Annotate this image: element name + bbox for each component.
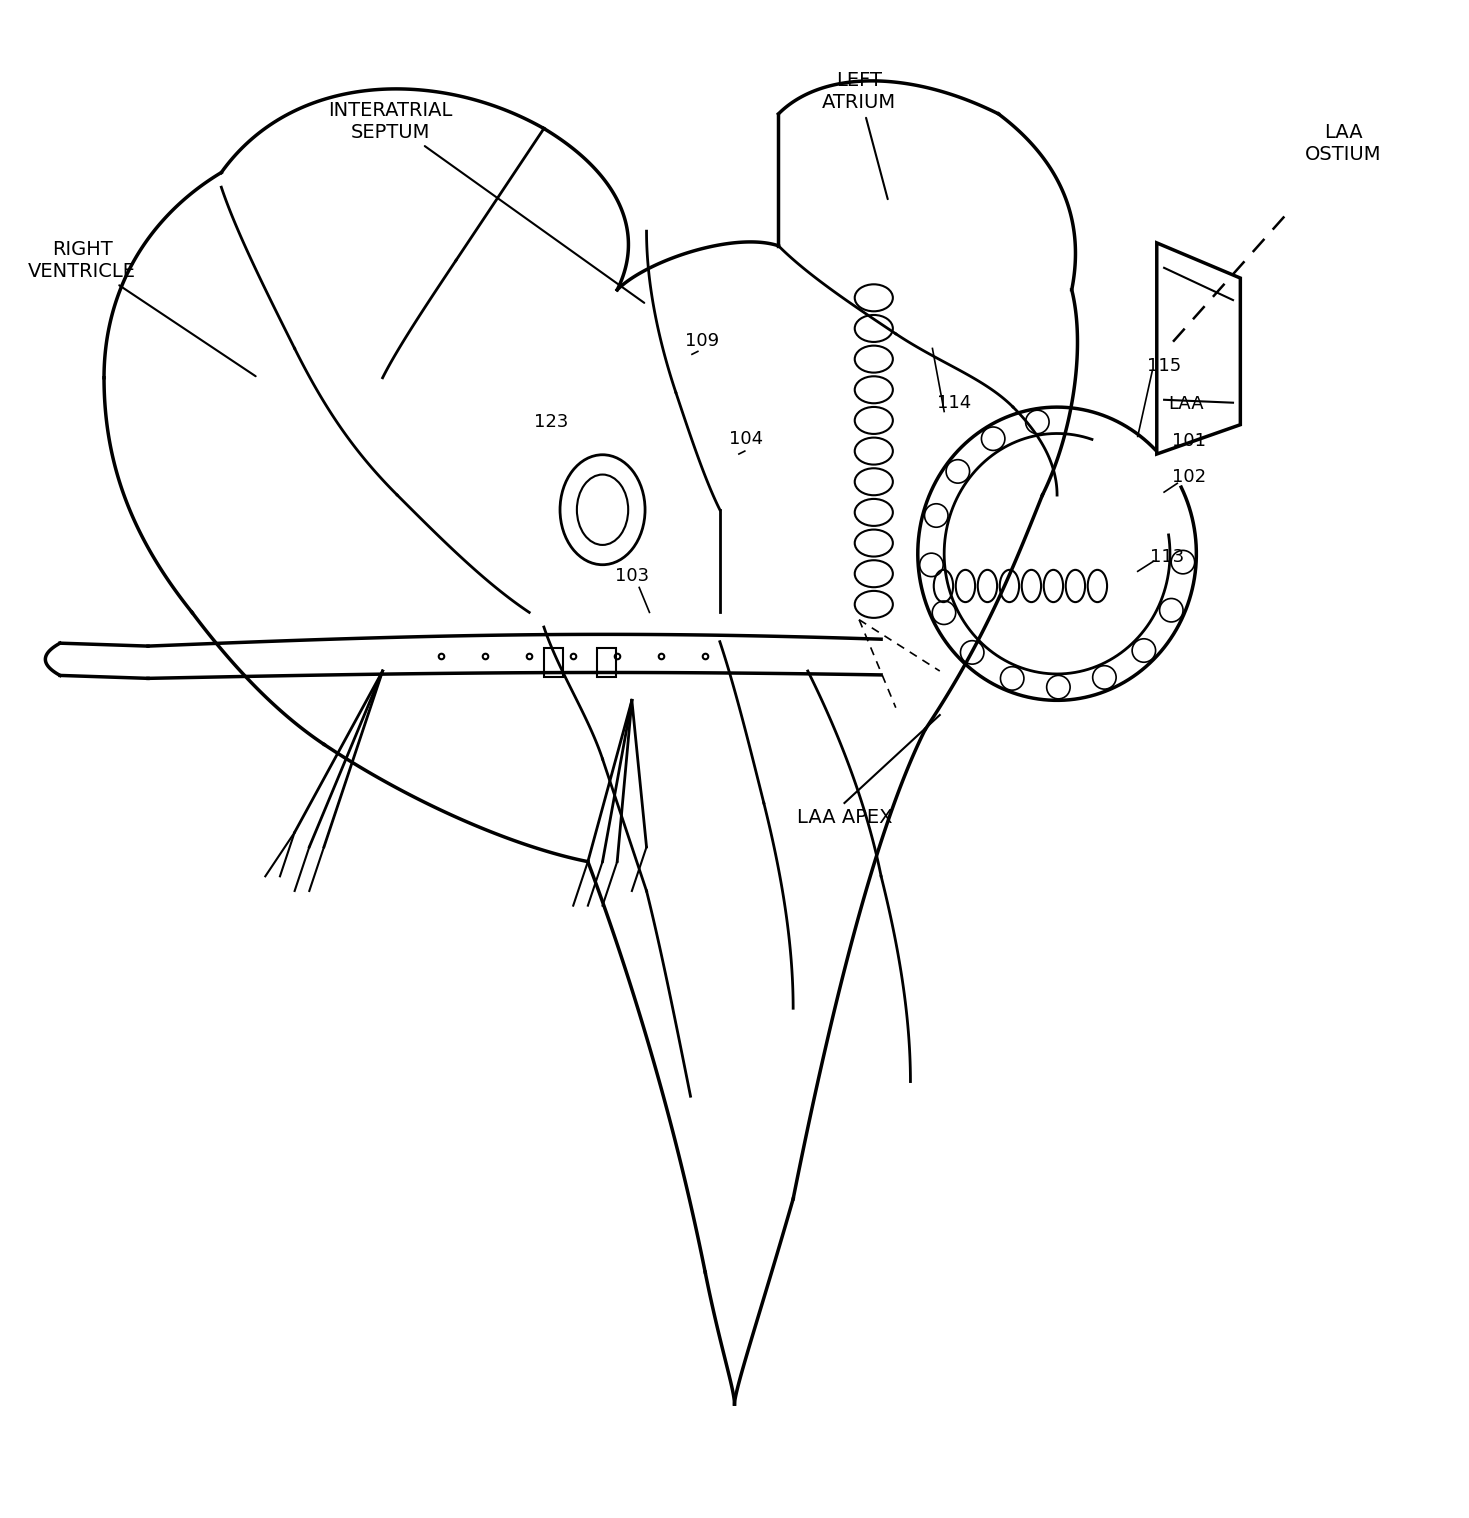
Text: 109: 109 [685, 332, 720, 351]
Text: 123: 123 [535, 413, 569, 431]
Text: 104: 104 [729, 431, 764, 448]
Text: LAA APEX: LAA APEX [796, 808, 892, 827]
Text: 102: 102 [1172, 469, 1206, 486]
Bar [544, 648, 563, 677]
Text: RIGHT
VENTRICLE: RIGHT VENTRICLE [28, 240, 256, 376]
Text: 101: 101 [1172, 431, 1206, 449]
Text: LEFT
ATRIUM: LEFT ATRIUM [823, 71, 896, 199]
Text: LAA: LAA [1168, 395, 1205, 413]
Text: 113: 113 [1150, 548, 1184, 566]
Text: INTERATRIAL
SEPTUM: INTERATRIAL SEPTUM [328, 100, 645, 304]
Text: 115: 115 [1147, 357, 1181, 375]
Text: LAA
OSTIUM: LAA OSTIUM [1304, 123, 1381, 164]
Text: 103: 103 [616, 566, 649, 584]
Bar [596, 648, 616, 677]
Text: 114: 114 [937, 393, 971, 411]
